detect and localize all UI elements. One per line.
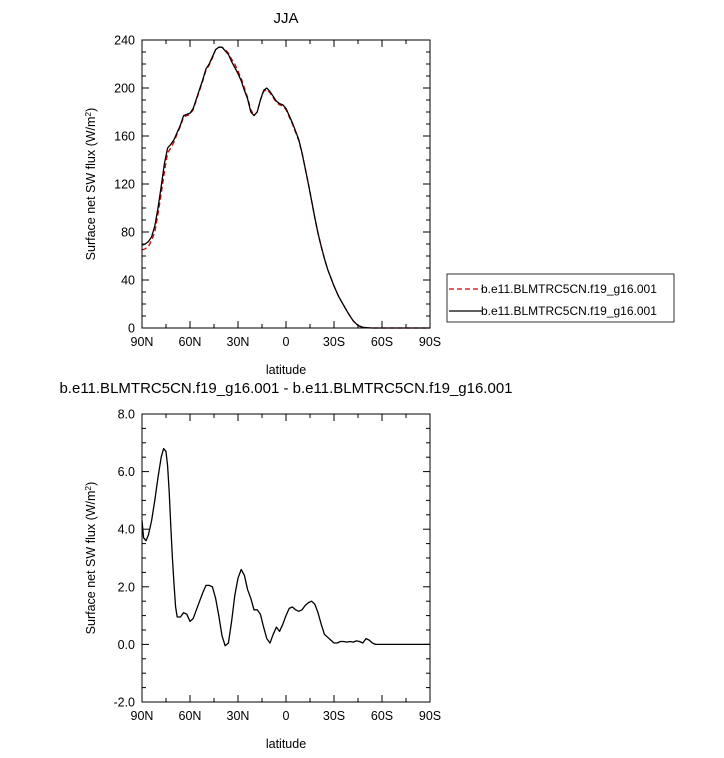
top-series: [141, 46, 430, 329]
top-ticks: [141, 39, 431, 329]
top-plot-frame: [141, 39, 431, 329]
top-y-tick-label: 0: [128, 322, 135, 336]
bottom-y-tick-label: 8.0: [118, 408, 135, 422]
top-y-tick-label: 200: [114, 82, 135, 96]
top-x-axis-label: latitude: [266, 363, 306, 377]
bottom-y-tick-label: 6.0: [118, 465, 135, 479]
bottom-series: [141, 447, 430, 647]
top-chart-title: JJA: [273, 10, 298, 27]
legend-box: [446, 273, 675, 323]
bottom-chart-title: b.e11.BLMTRC5CN.f19_g16.001 - b.e11.BLMT…: [59, 380, 512, 397]
top-y-tick-label: 120: [114, 178, 135, 192]
bottom-series-line-1: [141, 447, 430, 647]
top-y-tick-labels: 0 40 80 120 160 200 240: [114, 34, 135, 336]
bottom-y-tick-label: 2.0: [118, 580, 135, 594]
bottom-x-axis-label: latitude: [266, 737, 306, 751]
top-x-tick-label: 0: [283, 335, 290, 349]
bottom-x-tick-label: 90S: [419, 709, 441, 723]
bottom-y-tick-labels: -2.0 0.0 2.0 4.0 6.0 8.0: [113, 408, 135, 710]
top-x-tick-label: 30N: [227, 335, 250, 349]
bottom-x-tick-labels: 90N 60N 30N 0 30S 60S 90S: [131, 709, 442, 723]
top-x-tick-label: 60S: [371, 335, 393, 349]
bottom-x-tick-label: 30S: [323, 709, 345, 723]
bottom-x-tick-label: 60N: [179, 709, 202, 723]
bottom-y-tick-label: 0.0: [118, 638, 135, 652]
bottom-y-tick-label: 4.0: [118, 523, 135, 537]
bottom-panel: b.e11.BLMTRC5CN.f19_g16.001 - b.e11.BLMT…: [59, 380, 512, 751]
bottom-x-tick-label: 0: [283, 709, 290, 723]
top-x-tick-labels: 90N 60N 30N 0 30S 60S 90S: [131, 335, 442, 349]
top-y-tick-label: 240: [114, 34, 135, 48]
top-y-tick-label: 80: [121, 226, 135, 240]
top-x-tick-label: 60N: [179, 335, 202, 349]
top-x-tick-label: 90S: [419, 335, 441, 349]
bottom-x-tick-label: 30N: [227, 709, 250, 723]
bottom-y-tick-label: -2.0: [113, 696, 135, 710]
bottom-x-tick-label: 60S: [371, 709, 393, 723]
legend-label-series-2: b.e11.BLMTRC5CN.f19_g16.001: [481, 304, 657, 318]
top-y-axis-label: Surface net SW flux (W/m2): [83, 108, 98, 261]
top-x-tick-label: 90N: [131, 335, 154, 349]
bottom-ticks: [141, 413, 431, 703]
top-y-tick-label: 160: [114, 130, 135, 144]
top-series-line-1: [141, 46, 430, 329]
bottom-x-tick-label: 90N: [131, 709, 154, 723]
legend: b.e11.BLMTRC5CN.f19_g16.001 b.e11.BLMTRC…: [446, 273, 675, 323]
bottom-plot-frame: [141, 413, 431, 703]
top-series-line-2: [141, 46, 430, 329]
top-x-tick-label: 30S: [323, 335, 345, 349]
bottom-y-axis-label: Surface net SW flux (W/m2): [83, 482, 98, 635]
legend-label-series-1: b.e11.BLMTRC5CN.f19_g16.001: [481, 282, 657, 296]
top-y-tick-label: 40: [121, 274, 135, 288]
